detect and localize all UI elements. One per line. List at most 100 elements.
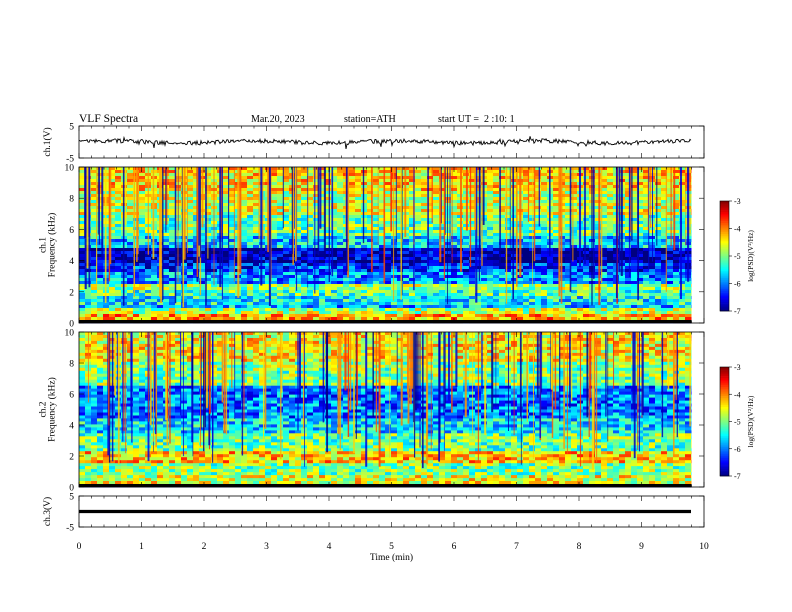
spectrogram-cell <box>265 272 271 276</box>
spectrogram-cell <box>91 239 97 243</box>
spectrogram-cell <box>409 257 415 261</box>
spectrogram-cell <box>97 305 103 309</box>
spectrogram-cell <box>187 287 193 291</box>
spectrogram-cell <box>457 191 463 195</box>
spectrogram-cell <box>601 287 607 291</box>
spectrogram-cell <box>79 296 85 300</box>
spectrogram-cell <box>271 260 277 264</box>
spectrogram-cell <box>373 299 379 303</box>
spectrogram-cell <box>607 263 613 267</box>
spectrogram-cell <box>283 308 289 312</box>
spectrogram-cell <box>487 197 493 201</box>
spectrogram-cell <box>421 305 427 309</box>
spectrogram-cell <box>295 245 301 249</box>
spectrogram-cell <box>79 191 85 195</box>
spectrogram-cell <box>607 191 613 195</box>
spectrogram-cell <box>283 302 289 306</box>
spectrogram-cell <box>133 266 139 270</box>
spectrogram-cell <box>637 287 643 291</box>
spectrogram-cell <box>343 305 349 309</box>
spectrogram-cell <box>133 200 139 204</box>
spectrogram-cell <box>367 173 373 177</box>
spectrogram-cell <box>271 215 277 219</box>
spectrogram-cell <box>367 299 373 303</box>
spectrogram-cell <box>253 251 259 255</box>
spectrogram-cell <box>127 269 133 273</box>
spectrogram-cell <box>625 212 631 216</box>
spectrogram-cell <box>457 182 463 186</box>
spectrogram-cell <box>439 287 445 291</box>
spectrogram-cell <box>349 269 355 273</box>
spectrogram-cell <box>163 305 169 309</box>
spectrogram-cell <box>523 251 529 255</box>
spectrogram-cell <box>493 275 499 279</box>
spectrogram-cell <box>115 269 121 273</box>
spectrogram-cell <box>187 281 193 285</box>
spectrogram-cell <box>307 194 313 198</box>
spectrogram-cell <box>223 194 229 198</box>
spectrogram-cell <box>295 251 301 255</box>
spectrogram-cell <box>637 302 643 306</box>
spectrogram-cell <box>487 176 493 180</box>
spectrogram-cell <box>241 248 247 252</box>
spectrogram-cell <box>139 203 145 207</box>
spectrogram-cell <box>199 245 205 249</box>
spectrogram-cell <box>109 263 115 267</box>
spectrogram-cell <box>427 245 433 249</box>
spectrogram-cell <box>349 179 355 183</box>
spectrogram-cell <box>601 224 607 228</box>
spectrogram-cell <box>583 260 589 264</box>
spectrogram-cell <box>643 173 649 177</box>
spectrogram-cell <box>685 302 691 306</box>
spectrogram-cell <box>499 233 505 237</box>
spectrogram-cell <box>331 311 337 315</box>
spectrogram-cell <box>493 176 499 180</box>
spectrogram-cell <box>355 194 361 198</box>
spectrogram-cell <box>367 209 373 213</box>
spectrogram-cell <box>193 287 199 291</box>
spectrogram-cell <box>163 242 169 246</box>
spectrogram-cell <box>295 218 301 222</box>
spectrogram-cell <box>397 254 403 258</box>
spectrogram-cell <box>151 299 157 303</box>
spectrogram-cell <box>631 257 637 261</box>
spectrogram-cell <box>607 278 613 282</box>
spectrogram-cell <box>283 236 289 240</box>
spectrogram-cell <box>79 233 85 237</box>
spectrogram-cell <box>367 281 373 285</box>
spectrogram-cell <box>493 206 499 210</box>
spectrogram-cell <box>307 266 313 270</box>
spectrogram-cell <box>481 308 487 312</box>
spectrogram-cell <box>193 272 199 276</box>
spectrogram-cell <box>295 281 301 285</box>
spectrogram-cell <box>175 311 181 315</box>
spectrogram-cell <box>523 248 529 252</box>
spectrogram-cell <box>529 203 535 207</box>
spectrogram-cell <box>397 290 403 294</box>
spectrogram-cell <box>673 281 679 285</box>
spectrogram-cell <box>571 296 577 300</box>
spectrogram-cell <box>691 275 692 279</box>
spectrogram-cell <box>379 194 385 198</box>
spectrogram-cell <box>343 302 349 306</box>
spectrogram-cell <box>535 233 541 237</box>
spectrogram-cell <box>367 221 373 225</box>
spectrogram-cell <box>541 197 547 201</box>
spectrogram-cell <box>247 215 253 219</box>
spectrogram-cell <box>385 176 391 180</box>
spectrogram-cell <box>367 305 373 309</box>
spectrogram-cell <box>619 278 625 282</box>
spectrogram-cell <box>445 191 451 195</box>
spectrogram-cell <box>373 278 379 282</box>
spectrogram-cell <box>637 242 643 246</box>
spectrogram-cell <box>439 305 445 309</box>
spectrogram-cell <box>403 299 409 303</box>
spectrogram-cell <box>253 269 259 273</box>
spectrogram-cell <box>193 305 199 309</box>
spectrogram-cell <box>499 215 505 219</box>
spectrogram-cell <box>505 260 511 264</box>
spectrogram-cell <box>361 302 367 306</box>
spectrogram-cell <box>301 263 307 267</box>
spectrogram-cell <box>553 206 559 210</box>
spectrogram-cell <box>151 290 157 294</box>
